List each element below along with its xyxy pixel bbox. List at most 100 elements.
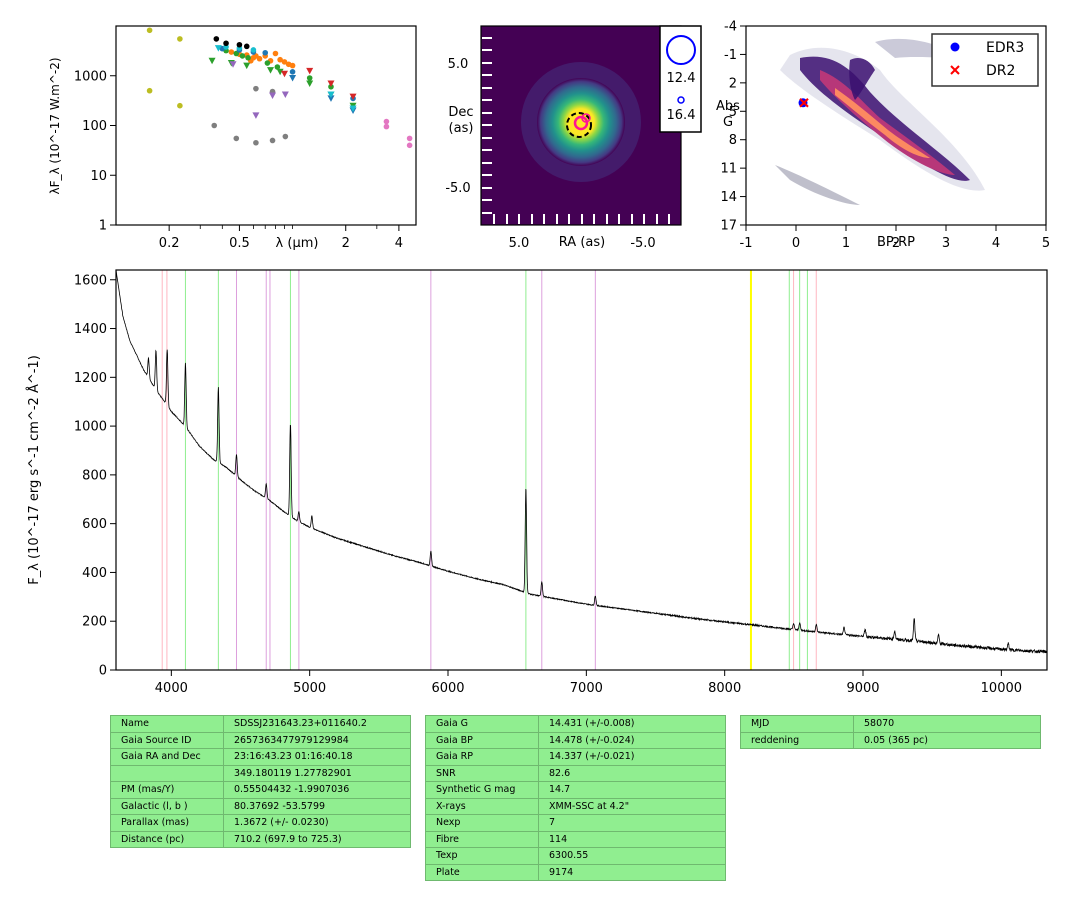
table-value-cell: 114 (538, 830, 726, 848)
sed-point (289, 62, 296, 69)
hrd-xtick-label: -1 (740, 236, 753, 251)
sed-xtick-label: 4 (395, 236, 403, 251)
hrd-xtick-label: 3 (942, 236, 950, 251)
sed-ticks: 0.2 0.5 2 4 1 10 100 1000 (74, 69, 403, 251)
sed-point (236, 41, 243, 48)
sed-point-triangle (327, 80, 335, 87)
image-target-marker (573, 115, 589, 131)
spectrum-xtick-label: 10000 (981, 681, 1022, 696)
image-size-legend: 12.4 16.4 (659, 25, 702, 133)
hrd-legend-dr2-label: DR2 (986, 63, 1015, 79)
spectrum-ytick-label: 1200 (74, 371, 107, 386)
image-xtick-right: -5.0 (630, 236, 655, 251)
table-key-cell: Galactic (l, b ) (110, 797, 224, 815)
table-row: Nexp 7 (425, 814, 726, 832)
hrd-density (775, 38, 985, 205)
table-value-cell: 14.431 (+/-0.008) (538, 715, 726, 733)
info-table-left: Name SDSSJ231643.23+011640.2 Gaia Source I… (110, 715, 411, 848)
table-key-cell (110, 764, 224, 782)
sed-ytick-label: 1000 (74, 69, 107, 84)
hrd-xtick-label: 4 (992, 236, 1000, 251)
sed-point (243, 43, 250, 50)
table-row: Texp 6300.55 (425, 847, 726, 865)
image-legend-big-circle (666, 35, 696, 65)
sed-point (233, 135, 240, 142)
image-xlabel: RA (as) (559, 235, 605, 250)
sed-point-triangle (243, 62, 251, 70)
spectrum-ytick-label: 600 (82, 517, 107, 532)
sed-point-triangle (349, 105, 357, 112)
sed-point-triangle (269, 92, 277, 100)
table-key-cell: Gaia RA and Dec (110, 748, 224, 766)
sed-point-triangle (214, 45, 222, 52)
sed-point (146, 27, 153, 34)
table-value-cell: 349.180119 1.27782901 (223, 764, 411, 782)
image-panel: 5.0 -5.0 5.0 -5.0 RA (as) Dec (as) 12.4 1… (445, 25, 702, 251)
image-ylabel-line: (as) (449, 121, 474, 136)
info-table-middle: Gaia G 14.431 (+/-0.008) Gaia BP 14.478 (+/… (425, 715, 726, 881)
table-value-cell: 80.37692 -53.5799 (223, 797, 411, 815)
image-inner-ticks (482, 37, 670, 224)
sed-xlabel: λ (μm) (276, 236, 319, 251)
spectrum-xtick-label: 4000 (155, 681, 188, 696)
table-value-cell: 0.55504432 -1.9907036 (223, 781, 411, 799)
hrd-xtick-label: 2 (892, 236, 900, 251)
spectrum-ytick-label: 400 (82, 566, 107, 581)
image-legend-small-value: 16.4 (667, 108, 696, 123)
table-key-cell: Name (110, 715, 224, 733)
hrd-xtick-label: 1 (842, 236, 850, 251)
table-row: 349.180119 1.27782901 (110, 764, 411, 782)
table-value-cell: 0.05 (365 pc) (853, 731, 1041, 749)
image-target-marker-2 (581, 113, 591, 123)
sed-points (146, 27, 413, 149)
sed-point-triangle (306, 80, 314, 87)
table-row: Plate 9174 (425, 863, 726, 881)
sed-point (262, 49, 269, 56)
sed-point (211, 122, 218, 129)
hrd-xlabel: BP-RP (877, 235, 915, 250)
table-row: Synthetic G mag 14.7 (425, 781, 726, 799)
spectrum-xtick-label: 8000 (708, 681, 741, 696)
sed-point (406, 142, 413, 149)
sed-ytick-label: 1 (99, 219, 107, 234)
table-row: Fibre 114 (425, 830, 726, 848)
sed-point (253, 139, 259, 146)
table-row: MJD 58070 (740, 715, 1041, 733)
sed-point-triangle (289, 75, 297, 82)
hrd-ylabel: Abs G (716, 99, 740, 130)
sed-point-triangle (276, 68, 284, 76)
table-row: Parallax (mas) 1.3672 (+/- 0.0230) (110, 814, 411, 832)
table-value-cell: 14.478 (+/-0.024) (538, 731, 726, 749)
table-value-cell: 23:16:43.23 01:16:40.18 (223, 748, 411, 766)
table-key-cell: Texp (425, 847, 539, 865)
sed-point-triangle (349, 93, 357, 101)
image-star (537, 78, 625, 166)
sed-point (228, 49, 235, 55)
sed-point (281, 59, 288, 65)
hrd-xtick-label: 5 (1042, 236, 1050, 251)
table-value-cell: XMM-SSC at 4.2" (538, 797, 726, 815)
table-row: Name SDSSJ231643.23+011640.2 (110, 715, 411, 733)
image-ylabel: Dec (as) (448, 105, 473, 136)
sed-point (250, 47, 257, 53)
table-key-cell: Gaia RP (425, 748, 539, 766)
table-value-cell: 14.337 (+/-0.021) (538, 748, 726, 766)
spectrum-line-markers (161, 270, 817, 670)
table-row: Distance (pc) 710.2 (697.9 to 725.3) (110, 830, 411, 848)
hrd-ytick-label: 11 (720, 162, 737, 177)
table-key-cell: X-rays (425, 797, 539, 815)
hrd-ytick-label: 14 (720, 190, 737, 205)
spectrum-ticks: 4000 5000 6000 7000 8000 9000 10000 0 200 400 600 8… (74, 273, 1022, 696)
image-legend-big-value: 12.4 (667, 71, 696, 86)
sed-point (253, 85, 259, 92)
sed-ytick-label: 100 (82, 119, 107, 134)
sed-point (383, 123, 390, 130)
spectrum-xtick-label: 9000 (846, 681, 879, 696)
sed-point-triangle (327, 91, 335, 98)
sed-point (177, 36, 183, 42)
sed-point (277, 56, 283, 63)
hrd-ylabel-line: G (723, 115, 733, 130)
sed-point (289, 69, 296, 75)
hrd-legend-edr3-label: EDR3 (986, 40, 1024, 56)
hrd-xtick-label: 0 (792, 236, 800, 251)
